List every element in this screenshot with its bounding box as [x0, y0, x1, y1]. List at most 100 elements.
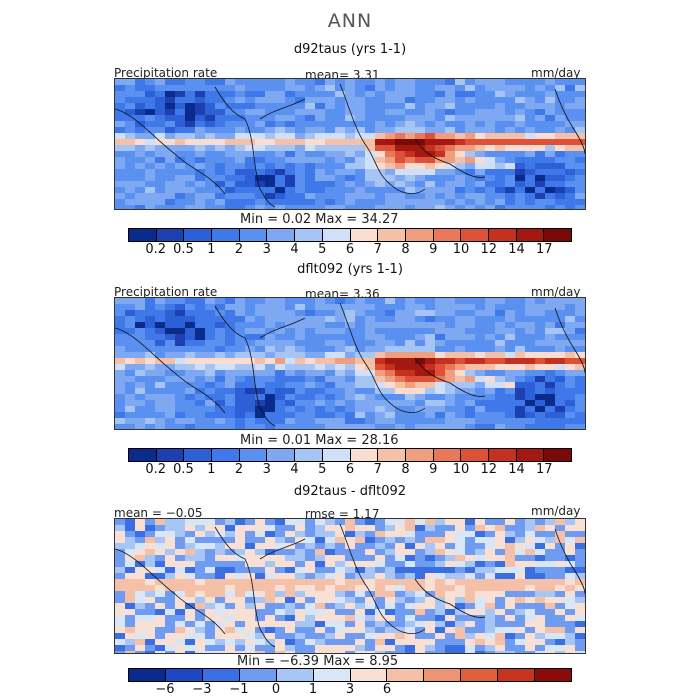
- colorbar-swatch: [350, 669, 388, 681]
- colorbar-tick-label: 2: [234, 242, 244, 257]
- panel-3-colorbar-ticks: −6 −3 −1 0 1 3 6: [128, 682, 572, 698]
- colorbar-swatch: [156, 229, 185, 241]
- page-title: ANN: [327, 10, 373, 32]
- panel-2-variable-label: Precipitation rate: [114, 285, 218, 299]
- colorbar-swatch: [313, 669, 351, 681]
- colorbar-tick-label: 5: [318, 462, 327, 477]
- colorbar-tick-label: 12: [480, 242, 498, 257]
- colorbar-tick-label: 8: [401, 462, 410, 477]
- colorbar-tick-label: 10: [452, 242, 470, 257]
- colorbar-tick-label: −6: [155, 682, 175, 697]
- colorbar-tick-label: 5: [318, 242, 327, 257]
- colorbar-tick-label: 6: [345, 242, 355, 257]
- colorbar-swatch: [461, 669, 499, 681]
- colorbar-tick-label: 0.2: [145, 242, 167, 257]
- panel-1-subtitle: d92taus (yrs 1-1): [293, 42, 407, 57]
- panel-3-map: [114, 518, 586, 654]
- colorbar-swatch: [461, 449, 489, 461]
- colorbar-tick-label: 9: [429, 242, 438, 257]
- colorbar-tick-label: 14: [508, 462, 525, 477]
- colorbar-tick-label: 0.2: [145, 462, 167, 477]
- panel-3-map-field: [115, 519, 585, 653]
- colorbar-swatch: [433, 449, 462, 461]
- colorbar-swatch: [535, 669, 572, 681]
- colorbar-tick-label: 1: [207, 242, 216, 257]
- colorbar-swatch: [165, 669, 203, 681]
- colorbar-swatch: [129, 669, 166, 681]
- colorbar-tick-label: 14: [508, 242, 525, 257]
- panel-1-units-label: mm/day: [531, 66, 581, 80]
- colorbar-swatch: [488, 449, 517, 461]
- panel-2-min-max: Min = 0.01 Max = 28.16: [240, 433, 399, 448]
- panel-1-colorbar-ticks: 0.2 0.5 1 2 3 4 5 6 7 8 9 10 12 14 17: [128, 242, 572, 258]
- panel-1-map: [114, 78, 586, 210]
- colorbar-tick-label: 4: [290, 242, 299, 257]
- colorbar-tick-label: 7: [373, 462, 382, 477]
- colorbar-swatch: [433, 229, 462, 241]
- panel-2-colorbar: [128, 448, 572, 462]
- colorbar-swatch: [276, 669, 314, 681]
- panel-2-map: [114, 297, 586, 430]
- colorbar-swatch: [405, 449, 434, 461]
- panel-1-variable-label: Precipitation rate: [114, 66, 218, 80]
- colorbar-swatch: [516, 449, 545, 461]
- colorbar-swatch: [202, 669, 240, 681]
- panel-2-colorbar-ticks: 0.2 0.5 1 2 3 4 5 6 7 8 9 10 12 14 17: [128, 462, 572, 478]
- colorbar-swatch: [378, 449, 406, 461]
- colorbar-tick-label: 0.5: [173, 242, 194, 257]
- colorbar-swatch: [239, 669, 277, 681]
- colorbar-swatch: [544, 229, 571, 241]
- colorbar-swatch: [295, 449, 323, 461]
- colorbar-swatch: [295, 229, 323, 241]
- colorbar-swatch: [350, 449, 379, 461]
- colorbar-swatch: [267, 229, 296, 241]
- colorbar-swatch: [387, 669, 425, 681]
- colorbar-tick-label: 3: [262, 242, 271, 257]
- colorbar-swatch: [156, 449, 185, 461]
- panel-3-colorbar: [128, 668, 572, 682]
- colorbar-tick-label: 0: [271, 682, 281, 697]
- colorbar-swatch: [498, 669, 536, 681]
- colorbar-swatch: [424, 669, 462, 681]
- colorbar-tick-label: −3: [192, 682, 212, 697]
- colorbar-swatch: [378, 229, 406, 241]
- colorbar-swatch: [461, 229, 489, 241]
- colorbar-tick-label: 6: [345, 462, 355, 477]
- colorbar-swatch: [239, 449, 268, 461]
- panel-2-units-label: mm/day: [531, 285, 581, 299]
- colorbar-tick-label: 7: [373, 242, 382, 257]
- panel-2-subtitle: dflt092 (yrs 1-1): [297, 262, 403, 277]
- colorbar-swatch: [350, 229, 379, 241]
- colorbar-tick-label: 10: [452, 462, 470, 477]
- panel-1-min-max: Min = 0.02 Max = 34.27: [240, 212, 399, 227]
- colorbar-swatch: [488, 229, 517, 241]
- panel-3-min-max: Min = −6.39 Max = 8.95: [237, 654, 399, 669]
- colorbar-tick-label: 3: [262, 462, 271, 477]
- colorbar-tick-label: 6: [382, 682, 392, 697]
- colorbar-tick-label: 1: [308, 682, 318, 697]
- panel-1-map-field: [115, 79, 585, 209]
- colorbar-swatch: [184, 229, 213, 241]
- panel-3-units-label: mm/day: [531, 504, 581, 518]
- colorbar-swatch: [129, 449, 157, 461]
- colorbar-swatch: [544, 449, 571, 461]
- colorbar-tick-label: 8: [401, 242, 410, 257]
- colorbar-tick-label: 12: [480, 462, 498, 477]
- colorbar-swatch: [184, 449, 213, 461]
- panel-1-colorbar: [128, 228, 572, 242]
- colorbar-swatch: [212, 229, 240, 241]
- colorbar-swatch: [267, 449, 296, 461]
- panel-3-subtitle: d92taus - dflt092: [293, 484, 407, 499]
- colorbar-swatch: [212, 449, 240, 461]
- colorbar-tick-label: 9: [429, 462, 438, 477]
- colorbar-swatch: [405, 229, 434, 241]
- colorbar-tick-label: 17: [535, 462, 553, 477]
- panel-3-rmse-label: rmse = 1.17: [305, 507, 380, 521]
- colorbar-swatch: [322, 229, 351, 241]
- panel-2-map-field: [115, 298, 585, 429]
- colorbar-swatch: [516, 229, 545, 241]
- colorbar-swatch: [129, 229, 157, 241]
- colorbar-tick-label: −1: [229, 682, 249, 697]
- panel-3-mean-label: mean = −0.05: [114, 506, 203, 520]
- colorbar-tick-label: 4: [290, 462, 299, 477]
